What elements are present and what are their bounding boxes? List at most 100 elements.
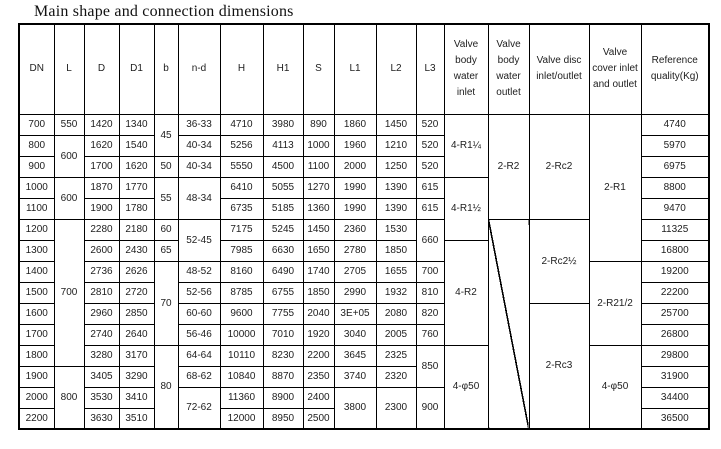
cell-valve-disc-inlet-outlet: 2-Rc3 [528,302,590,430]
cell-h: 5550 [219,155,264,178]
column-header-l1: L1 [333,23,377,115]
cell-b: 70 [153,260,179,346]
table-row: 1900 800 3405 3290 68-62 10840 8870 2350 3740 232… [18,365,710,430]
cell-h: 6735 [219,197,264,220]
cell-l1: 1990 [333,197,377,220]
cell-h: 12000 [219,407,264,430]
table-row: 1300 2600 2430 65 7985 6630 1650 2780 1850 4-R2 16… [18,239,710,346]
cell-d: 3630 [83,407,120,430]
cell-d1: 2850 [118,302,155,325]
cell-l: 550 [53,113,85,136]
column-header-l3: L3 [415,23,445,115]
column-header-s: S [302,23,335,115]
cell-s: 2500 [302,407,335,430]
cell-valve-cover-inlet-outlet: 4-φ50 [588,344,642,430]
cell-s: 1850 [302,281,335,304]
cell-d1: 1770 [118,176,155,199]
cell-h: 4710 [219,113,264,136]
cell-d: 1620 [83,134,120,157]
cell-l2: 2320 [375,365,417,388]
cell-h1: 7010 [262,323,304,346]
cell-n-d: 36-33 [177,113,221,136]
cell-dn: 1000 [18,176,55,199]
header-row: DN L D D1 b n-d H H1 S L1 L2 L3 Valve bo… [18,23,710,115]
cell-l2: 1932 [375,281,417,304]
cell-d1: 3510 [118,407,155,430]
cell-l1: 2000 [333,155,377,178]
cell-b: 45 [153,113,179,157]
cell-reference-quality-kg: 6975 [640,155,710,178]
cell-d1: 1340 [118,113,155,136]
cell-d1: 2430 [118,239,155,262]
cell-reference-quality-kg: 11325 [640,218,710,241]
cell-l: 600 [53,176,85,220]
cell-dn: 2000 [18,386,55,409]
cell-n-d: 72-62 [177,386,221,430]
cell-d: 1870 [83,176,120,199]
cell-d1: 1620 [118,155,155,178]
cell-l2: 2325 [375,344,417,367]
cell-b: 55 [153,176,179,220]
cell-n-d: 48-34 [177,176,221,220]
cell-dn: 800 [18,134,55,157]
column-header-h1: H1 [262,23,304,115]
cell-h1: 8900 [262,386,304,409]
column-header-d: D [83,23,120,115]
cell-l: 700 [53,218,85,367]
cell-d: 1700 [83,155,120,178]
cell-h1: 6490 [262,260,304,283]
cell-h1: 8950 [262,407,304,430]
cell-valve-cover-inlet-outlet: 2-R21/2 [588,260,642,346]
cell-l2: 1390 [375,176,417,199]
cell-dn: 1100 [18,197,55,220]
cell-h: 10110 [219,344,264,367]
cell-d1: 1780 [118,197,155,220]
cell-s: 1360 [302,197,335,220]
cell-d: 3530 [83,386,120,409]
cell-h: 5256 [219,134,264,157]
cell-l1: 1990 [333,176,377,199]
cell-dn: 1700 [18,323,55,346]
cell-h1: 6755 [262,281,304,304]
cell-valve-body-water-inlet: 4-R1½ [443,176,489,241]
cell-n-d: 40-34 [177,134,221,157]
table-row: 1400 2736 2626 70 48-52 8160 6490 1740 2705 1655 7… [18,260,710,346]
cell-l: 600 [53,134,85,178]
cell-h1: 3980 [262,113,304,136]
cell-l3: 520 [415,113,445,136]
table-body: 700 550 1420 1340 45 36-33 4710 3980 890 1860 1450… [18,113,710,430]
cell-d: 1900 [83,197,120,220]
cell-l3: 760 [415,323,445,346]
cell-s: 2400 [302,386,335,409]
cell-l1: 3800 [333,386,377,430]
cell-dn: 2200 [18,407,55,430]
column-header-valve-cover-inlet-outlet: Valve cover inlet and outlet [588,23,642,115]
cell-b: 80 [153,344,179,430]
cell-h1: 4500 [262,155,304,178]
cell-l1: 2780 [333,239,377,262]
cell-h: 8160 [219,260,264,283]
table-header: DN L D D1 b n-d H H1 S L1 L2 L3 Valve bo… [18,23,710,115]
cell-d1: 1540 [118,134,155,157]
cell-valve-body-water-inlet: 4-R1¼ [443,113,489,178]
cell-l1: 1960 [333,134,377,157]
cell-dn: 1800 [18,344,55,367]
cell-l1: 3E+05 [333,302,377,325]
cell-n-d: 52-56 [177,281,221,304]
column-header-dn: DN [18,23,55,115]
cell-l1: 2705 [333,260,377,283]
cell-d1: 2180 [118,218,155,241]
cell-h: 8785 [219,281,264,304]
cell-valve-cover-inlet-outlet: 2-R1 [588,113,642,262]
cell-n-d: 48-52 [177,260,221,283]
column-header-valve-body-water-inlet: Valve body water inlet [443,23,489,115]
cell-h1: 8230 [262,344,304,367]
cell-s: 1450 [302,218,335,241]
cell-h: 11360 [219,386,264,409]
cell-d: 2600 [83,239,120,262]
table-row: 2000 3530 3410 72-62 11360 8900 2400 3800 2300 90… [18,386,710,430]
cell-reference-quality-kg: 22200 [640,281,710,304]
column-header-valve-disc-inlet-outlet: Valve disc inlet/outlet [528,23,590,115]
cell-h1: 6630 [262,239,304,262]
cell-d1: 3290 [118,365,155,388]
